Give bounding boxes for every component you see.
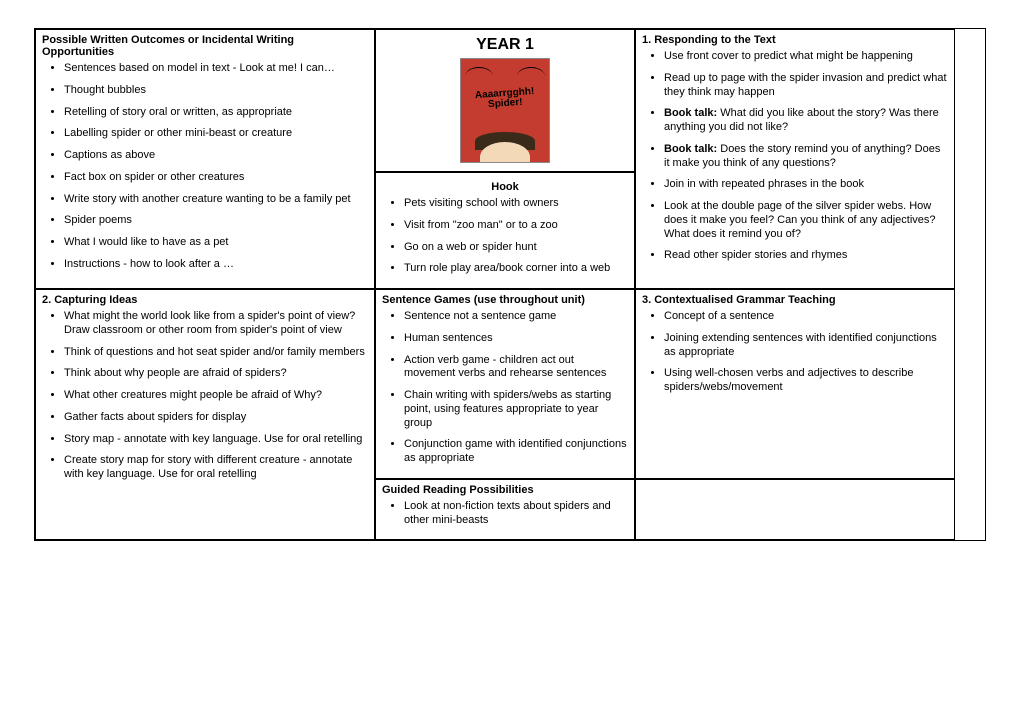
list-item: What might the world look like from a sp… [64, 310, 368, 338]
book-line2: Spider! [488, 97, 523, 110]
item-text: Look at the double page of the silver sp… [664, 200, 936, 240]
list-item: Look at non-fiction texts about spiders … [404, 500, 628, 528]
list-item: Human sentences [404, 332, 628, 346]
list-item: Write story with another creature wantin… [64, 193, 368, 207]
hook-title: Hook [382, 181, 628, 193]
list-item: Conjunction game with identified conjunc… [404, 438, 628, 466]
list-item: Use front cover to predict what might be… [664, 50, 948, 64]
list-item: Story map - annotate with key language. … [64, 433, 368, 447]
list-item: Book talk: Does the story remind you of … [664, 143, 948, 171]
list-item: Read up to page with the spider invasion… [664, 72, 948, 100]
item-text: Read other spider stories and rhymes [664, 249, 847, 261]
list-item: Concept of a sentence [664, 310, 948, 324]
list-item: Think about why people are afraid of spi… [64, 367, 368, 381]
list-item: Think of questions and hot seat spider a… [64, 346, 368, 360]
list-item: Fact box on spider or other creatures [64, 171, 368, 185]
item-bold: Book talk: [664, 143, 717, 155]
cell-guided-reading: Guided Reading Possibilities Look at non… [375, 479, 635, 541]
list-item: Sentences based on model in text - Look … [64, 62, 368, 76]
item-bold: Book talk: [664, 107, 717, 119]
guided-list: Look at non-fiction texts about spiders … [382, 500, 628, 528]
list-item: Create story map for story with differen… [64, 454, 368, 482]
list-item: Go on a web or spider hunt [404, 241, 628, 255]
list-item: Thought bubbles [64, 84, 368, 98]
list-item: Labelling spider or other mini-beast or … [64, 127, 368, 141]
sentence-list: Sentence not a sentence game Human sente… [382, 310, 628, 466]
hook-list: Pets visiting school with owners Visit f… [382, 197, 628, 276]
list-item: Instructions - how to look after a … [64, 258, 368, 272]
year-heading: YEAR 1 [382, 36, 628, 54]
list-item: Pets visiting school with owners [404, 197, 628, 211]
list-item: Turn role play area/book corner into a w… [404, 262, 628, 276]
planning-grid: Possible Written Outcomes or Incidental … [34, 28, 986, 541]
list-item: Look at the double page of the silver sp… [664, 200, 948, 241]
item-text: Use front cover to predict what might be… [664, 50, 913, 62]
list-item: Join in with repeated phrases in the boo… [664, 178, 948, 192]
list-item: Chain writing with spiders/webs as start… [404, 389, 628, 430]
grammar-list: Concept of a sentence Joining extending … [642, 310, 948, 395]
capturing-title: 2. Capturing Ideas [42, 294, 368, 306]
book-title-text: Aaaarrgghh! Spider! [460, 86, 549, 112]
outcomes-list: Sentences based on model in text - Look … [42, 62, 368, 272]
list-item: Retelling of story oral or written, as a… [64, 106, 368, 120]
cell-responding: 1. Responding to the Text Use front cove… [635, 29, 955, 289]
outcomes-title: Possible Written Outcomes or Incidental … [42, 34, 368, 58]
list-item: Sentence not a sentence game [404, 310, 628, 324]
cell-grammar: 3. Contextualised Grammar Teaching Conce… [635, 289, 955, 479]
capturing-list: What might the world look like from a sp… [42, 310, 368, 482]
list-item: Read other spider stories and rhymes [664, 249, 948, 263]
list-item: What I would like to have as a pet [64, 236, 368, 250]
item-text: Read up to page with the spider invasion… [664, 72, 947, 98]
cell-outcomes: Possible Written Outcomes or Incidental … [35, 29, 375, 289]
item-text: Join in with repeated phrases in the boo… [664, 178, 864, 190]
cell-capturing: 2. Capturing Ideas What might the world … [35, 289, 375, 540]
sentence-title: Sentence Games (use throughout unit) [382, 294, 628, 306]
list-item: Captions as above [64, 149, 368, 163]
cell-sentence-games: Sentence Games (use throughout unit) Sen… [375, 289, 635, 479]
cell-hook: Hook Pets visiting school with owners Vi… [375, 172, 635, 289]
book-cover-image: Aaaarrgghh! Spider! [460, 58, 550, 163]
list-item: Spider poems [64, 214, 368, 228]
cell-empty [635, 479, 955, 541]
grammar-title: 3. Contextualised Grammar Teaching [642, 294, 948, 306]
guided-title: Guided Reading Possibilities [382, 484, 628, 496]
list-item: Action verb game - children act out move… [404, 354, 628, 382]
list-item: Gather facts about spiders for display [64, 411, 368, 425]
responding-list: Use front cover to predict what might be… [642, 50, 948, 263]
cell-year: YEAR 1 Aaaarrgghh! Spider! [375, 29, 635, 172]
responding-title: 1. Responding to the Text [642, 34, 948, 46]
list-item: Using well-chosen verbs and adjectives t… [664, 367, 948, 395]
list-item: Book talk: What did you like about the s… [664, 107, 948, 135]
list-item: What other creatures might people be afr… [64, 389, 368, 403]
list-item: Joining extending sentences with identif… [664, 332, 948, 360]
list-item: Visit from "zoo man" or to a zoo [404, 219, 628, 233]
